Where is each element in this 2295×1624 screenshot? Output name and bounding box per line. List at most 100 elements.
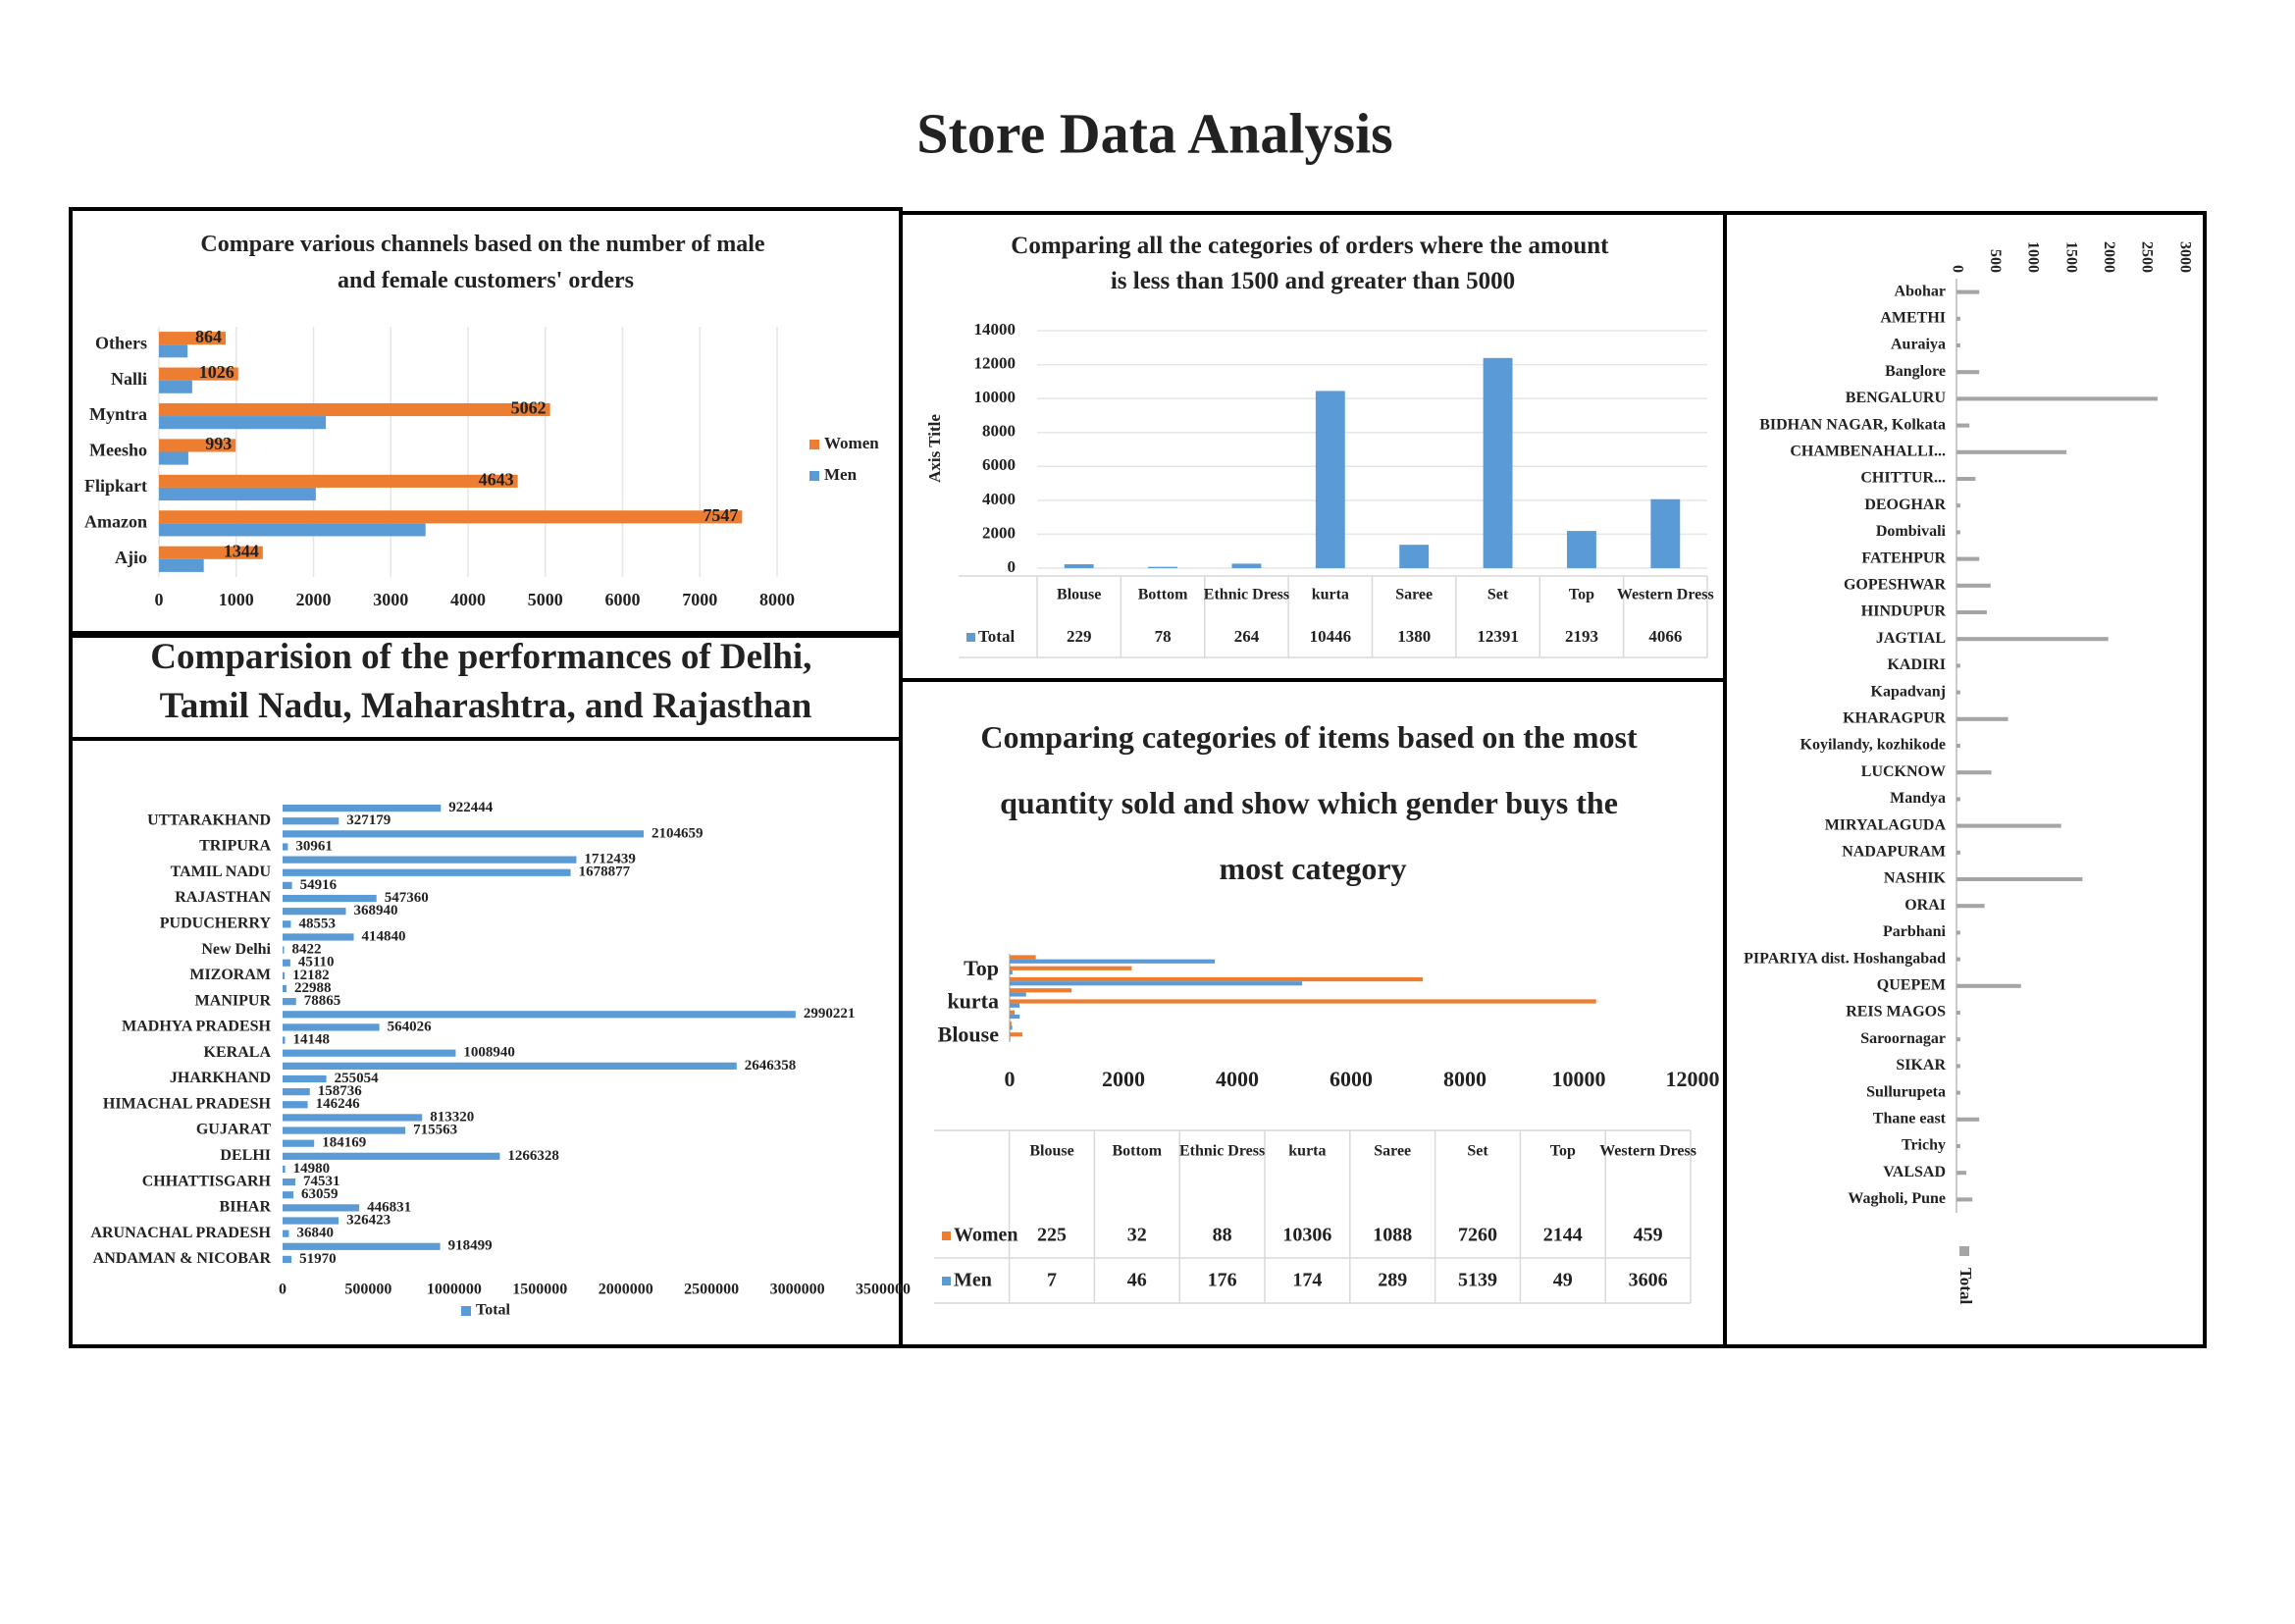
panel [1723,211,2207,1348]
y-tick-label: Wagholi, Pune [1848,1190,1946,1207]
table-header: Ethnic Dress [1204,587,1289,603]
y-tick-label: New Delhi [201,941,271,958]
y-tick-label: ORAI [1904,897,1946,914]
y-tick-label: REIS MAGOS [1846,1004,1946,1021]
data-label: 2104659 [652,825,704,841]
data-label: 715563 [413,1122,457,1137]
bar [1956,556,1980,561]
table-value: 5139 [1458,1270,1497,1291]
y-tick-label: HINDUPUR [1861,603,1947,620]
y-tick-label: PUDUCHERRY [160,915,272,931]
bar [1956,1171,1967,1176]
page-title: Store Data Analysis [916,101,1393,165]
table-value: 264 [1234,627,1260,646]
bar [1010,999,1596,1004]
x-tick-label: 2500000 [684,1282,739,1298]
bar [1956,609,1987,615]
bar [1010,1003,1020,1008]
bar [159,439,236,452]
x-tick-label: 10000 [1552,1067,1606,1091]
bar [1010,1014,1020,1020]
y-tick-label: CHHATTISGARH [142,1173,272,1189]
data-label: 8422 [291,942,321,958]
x-tick-label: 0 [155,590,164,609]
bar [1483,357,1513,568]
bar [1148,566,1178,568]
bar [1010,969,1013,975]
x-tick-label: 5000 [528,590,563,609]
y-tick-label: Blouse [938,1022,1000,1046]
title-line: Tamil Nadu, Maharashtra, and Rajasthan [160,686,812,726]
data-label: 30961 [295,838,333,854]
x-tick-label: 3000 [2176,241,2193,273]
bar [1010,1025,1013,1030]
legend-label: Total [1956,1268,1975,1304]
table-header: Western Dress [1617,587,1714,603]
bar [283,1062,737,1070]
data-label: 922444 [448,800,494,815]
bar [1956,904,1985,909]
y-tick-label: Abohar [1895,283,1946,299]
bar [1399,545,1430,568]
data-label: 1026 [199,362,235,382]
bar [1231,563,1262,568]
bar [283,1074,327,1083]
bar [1010,1021,1012,1026]
bar [1956,823,2061,828]
y-tick-label: KADIRI [1887,656,1946,673]
y-tick-label: Dombivali [1876,523,1947,540]
data-label: 918499 [448,1238,493,1254]
data-label: 813320 [430,1109,474,1125]
y-tick-label: TRIPURA [199,838,271,855]
y-tick-label: KHARAGPUR [1843,709,1946,726]
bar [159,367,238,381]
y-tick-label: BIDHAN NAGAR, Kolkata [1759,416,1946,433]
x-tick-label: 8000 [1443,1067,1487,1091]
bar [283,1255,292,1264]
x-tick-label: 2000 [296,590,332,609]
bar [283,1191,294,1199]
chart-title: Comparision of the performances of Delhi… [150,637,820,726]
table-header: Bottom [1112,1143,1162,1160]
y-tick-label: Parbhani [1883,923,1947,940]
table-value: 1088 [1373,1225,1412,1246]
table-header: Western Dress [1599,1143,1696,1160]
bar [159,558,204,572]
bar [283,1178,296,1186]
legend-swatch [809,471,819,481]
data-label: 564026 [388,1019,433,1034]
data-label: 993 [205,434,232,453]
y-tick-label: BENGALURU [1846,390,1947,406]
bar [1956,716,2008,721]
legend-label: Men [824,465,858,484]
bar [159,402,550,417]
x-tick-label: 6000 [1330,1067,1373,1091]
data-label: 414840 [362,928,406,944]
bar [1010,959,1216,964]
x-tick-label: 6000 [605,590,641,609]
table-header: Set [1487,587,1509,603]
table-header: Top [1550,1143,1576,1160]
y-tick-label: 0 [1008,557,1017,576]
bar [283,1011,796,1019]
x-tick-label: 0 [279,1282,287,1298]
bar [1956,797,1960,802]
x-tick-label: 1000 [2025,241,2042,273]
table-header: Bottom [1138,587,1188,603]
bar [1956,503,1960,508]
data-label: 368940 [354,903,398,918]
y-tick-label: Amazon [84,511,147,531]
y-tick-label: VALSAD [1883,1164,1946,1180]
bar [159,523,426,537]
bar [283,908,346,916]
y-tick-label: MIZORAM [189,967,271,983]
y-tick-label: NADAPURAM [1842,843,1946,860]
bar [159,510,743,524]
x-tick-label: 0 [1005,1067,1016,1091]
table-value: 7260 [1458,1225,1497,1246]
y-tick-label: JAGTIAL [1876,630,1946,647]
data-label: 12182 [292,968,330,983]
data-label: 446831 [367,1199,411,1215]
data-label: 54916 [300,877,338,893]
